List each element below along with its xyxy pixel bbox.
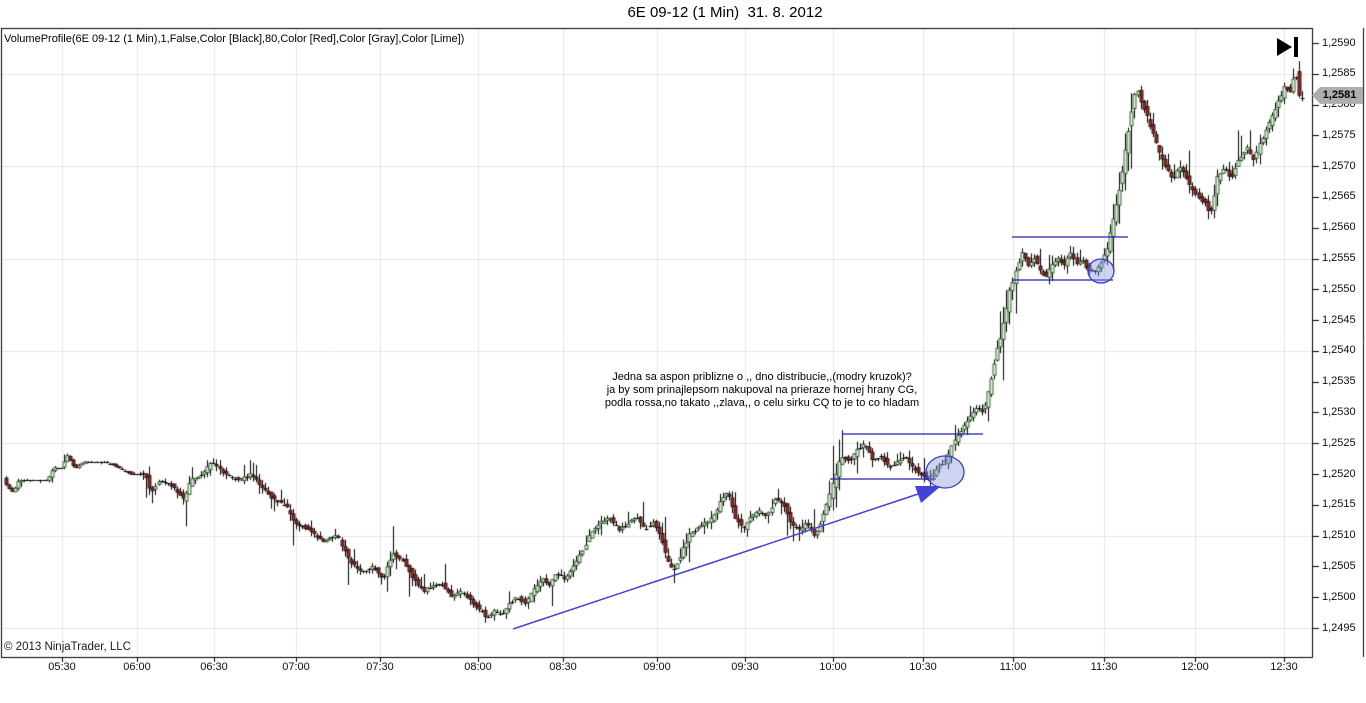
price-axis-tick-label: 1,2515 [1322,498,1356,511]
indicator-parameters-label: VolumeProfile(6E 09-12 (1 Min),1,False,C… [4,33,465,45]
chart-title: 6E 09-12 (1 Min) 31. 8. 2012 [627,4,823,21]
price-axis-tick-label: 1,2590 [1322,36,1356,49]
price-axis-tick-label: 1,2545 [1322,313,1356,326]
time-axis-tick-label: 07:00 [282,661,310,673]
price-axis-tick-label: 1,2505 [1322,559,1356,572]
time-axis-tick-label: 05:30 [48,661,76,673]
price-axis-tick-label: 1,2585 [1322,67,1356,80]
note-line-1: Jedna sa aspon priblizne o ,, dno distri… [612,371,912,383]
price-axis-tick-label: 1,2500 [1322,590,1356,603]
price-axis-tick-label: 1,2555 [1322,252,1356,265]
price-axis-tick-label: 1,2525 [1322,436,1356,449]
time-axis-tick-label: 09:00 [643,661,671,673]
trader-note-annotation: Jedna sa aspon priblizne o ,, dno distri… [605,371,919,409]
price-axis-tick-label: 1,2575 [1322,128,1356,141]
time-axis-tick-label: 11:00 [999,661,1027,673]
time-axis-tick-label: 06:00 [123,661,151,673]
play-triangle-icon [1277,38,1292,56]
note-line-2: ja by som prinajlepsom nakupoval na prie… [606,383,918,396]
price-axis-tick-label: 1,2565 [1322,190,1356,203]
time-axis-tick-label: 09:30 [731,661,759,673]
price-axis-tick-label: 1,2550 [1322,282,1356,295]
time-axis-tick-label: 12:00 [1181,661,1209,673]
price-axis-tick-label: 1,2510 [1322,529,1356,542]
price-axis-tick-label: 1,2540 [1322,344,1356,357]
time-axis-tick-label: 07:30 [366,661,394,673]
time-axis-tick-label: 08:00 [464,661,492,673]
last-price-badge: 1,2581 [1312,86,1363,104]
go-to-last-bar-button[interactable] [1277,36,1303,58]
price-axis-tick-label: 1,2535 [1322,375,1356,388]
price-axis-tick-label: 1,2530 [1322,405,1356,418]
time-axis-tick-label: 10:00 [819,661,847,673]
end-bar-icon [1294,37,1298,57]
price-axis-tick-label: 1,2520 [1322,467,1356,480]
ninjatrader-copyright: © 2013 NinjaTrader, LLC [4,641,135,653]
time-axis-tick-label: 10:30 [909,661,937,673]
price-axis-tick-label: 1,2495 [1322,621,1356,634]
note-line-3: podla rossa,no takato ,,zlava,, o celu s… [604,396,920,409]
time-axis-tick-label: 06:30 [200,661,228,673]
time-axis-tick-label: 11:30 [1090,661,1118,673]
time-axis-tick-label: 08:30 [549,661,577,673]
price-axis-tick-label: 1,2560 [1322,221,1356,234]
price-axis-tick-label: 1,2570 [1322,159,1356,172]
time-axis-tick-label: 12:30 [1270,661,1298,673]
